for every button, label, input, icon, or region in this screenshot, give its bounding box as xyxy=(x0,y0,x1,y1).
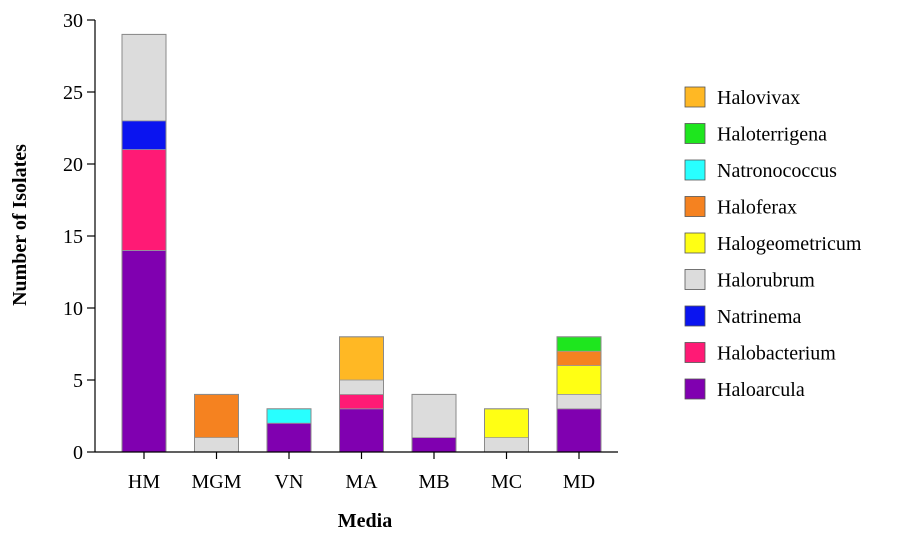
legend: Halovivax Haloterrigena Natronococcus Halof… xyxy=(684,86,862,401)
x-tick-label: HM xyxy=(128,471,160,493)
legend-swatch-haloarcula xyxy=(684,378,706,400)
bar-segment-haloterrigena-md xyxy=(556,336,602,352)
x-tick-label: MB xyxy=(418,471,449,493)
bar-segment-natronococcus-vn xyxy=(266,408,312,424)
legend-label-halovivax: Halovivax xyxy=(717,87,800,109)
y-tick-label: 20 xyxy=(63,154,83,176)
bar-segment-halobacterium-hm xyxy=(121,149,167,251)
legend-swatch-halorubrum xyxy=(684,269,706,290)
bar-segment-halorubrum-mc xyxy=(484,437,529,453)
legend-swatch-halobacterium xyxy=(684,342,706,363)
bar-segment-halorubrum-hm xyxy=(121,34,167,122)
bar-segment-halorubrum-mb xyxy=(411,393,457,438)
legend-label-halogeometricum: Halogeometricum xyxy=(717,233,862,255)
bar-segment-haloferax-md xyxy=(556,350,602,367)
bar-segment-halobacterium-ma xyxy=(339,393,384,410)
y-tick-label: 15 xyxy=(63,226,83,248)
y-tick-label: 25 xyxy=(63,82,83,104)
y-tick-label: 30 xyxy=(63,10,83,32)
plot-area xyxy=(121,33,602,453)
y-tick-label: 5 xyxy=(73,370,83,392)
legend-label-natronococcus: Natronococcus xyxy=(717,160,837,182)
x-tick-label: MA xyxy=(345,471,378,493)
legend-label-halorubrum: Halorubrum xyxy=(717,270,815,292)
y-tick-label: 10 xyxy=(63,298,83,320)
y-axis-title: Number of Isolates xyxy=(9,144,31,306)
bar-segment-haloferax-mgm xyxy=(194,393,239,438)
legend-swatch-haloterrigena xyxy=(684,123,706,144)
bar-segment-haloarcula-vn xyxy=(266,422,312,453)
legend-swatch-natrinema xyxy=(684,305,706,327)
y-axis: 0 5 10 15 20 25 30 xyxy=(63,10,96,464)
y-tick-label: 0 xyxy=(73,442,83,464)
x-tick-label: VN xyxy=(275,471,304,493)
bar-segment-haloarcula-ma xyxy=(339,408,384,453)
bar-segment-halorubrum-ma xyxy=(339,379,384,395)
legend-label-halobacterium: Halobacterium xyxy=(717,343,836,365)
legend-label-haloarcula: Haloarcula xyxy=(717,379,805,401)
legend-swatch-halovivax xyxy=(684,86,706,108)
bar-segment-haloarcula-md xyxy=(556,408,602,453)
legend-swatch-natronococcus xyxy=(684,159,706,181)
bar-segment-halorubrum-md xyxy=(556,393,602,410)
bar-segment-halogeometricum-md xyxy=(556,365,602,395)
bar-segment-haloarcula-hm xyxy=(121,249,167,453)
x-tick-label: MC xyxy=(491,471,522,493)
legend-label-haloterrigena: Haloterrigena xyxy=(717,124,827,146)
bar-segment-halovivax-ma xyxy=(339,336,384,381)
x-tick-label: MD xyxy=(563,471,595,493)
x-tick-label: MGM xyxy=(191,471,241,493)
bar-segment-natrinema-hm xyxy=(121,120,167,151)
bar-segment-haloarcula-mb xyxy=(411,437,457,453)
legend-swatch-halogeometricum xyxy=(684,232,706,254)
x-axis-title: Media xyxy=(338,510,392,532)
legend-label-haloferax: Haloferax xyxy=(717,197,797,219)
x-axis: HM MGM VN MA MB MC MD xyxy=(95,451,618,493)
legend-swatch-haloferax xyxy=(684,196,706,217)
legend-label-natrinema: Natrinema xyxy=(717,306,802,328)
bar-segment-halogeometricum-mc xyxy=(484,408,529,438)
bar-segment-halorubrum-mgm xyxy=(194,437,239,453)
